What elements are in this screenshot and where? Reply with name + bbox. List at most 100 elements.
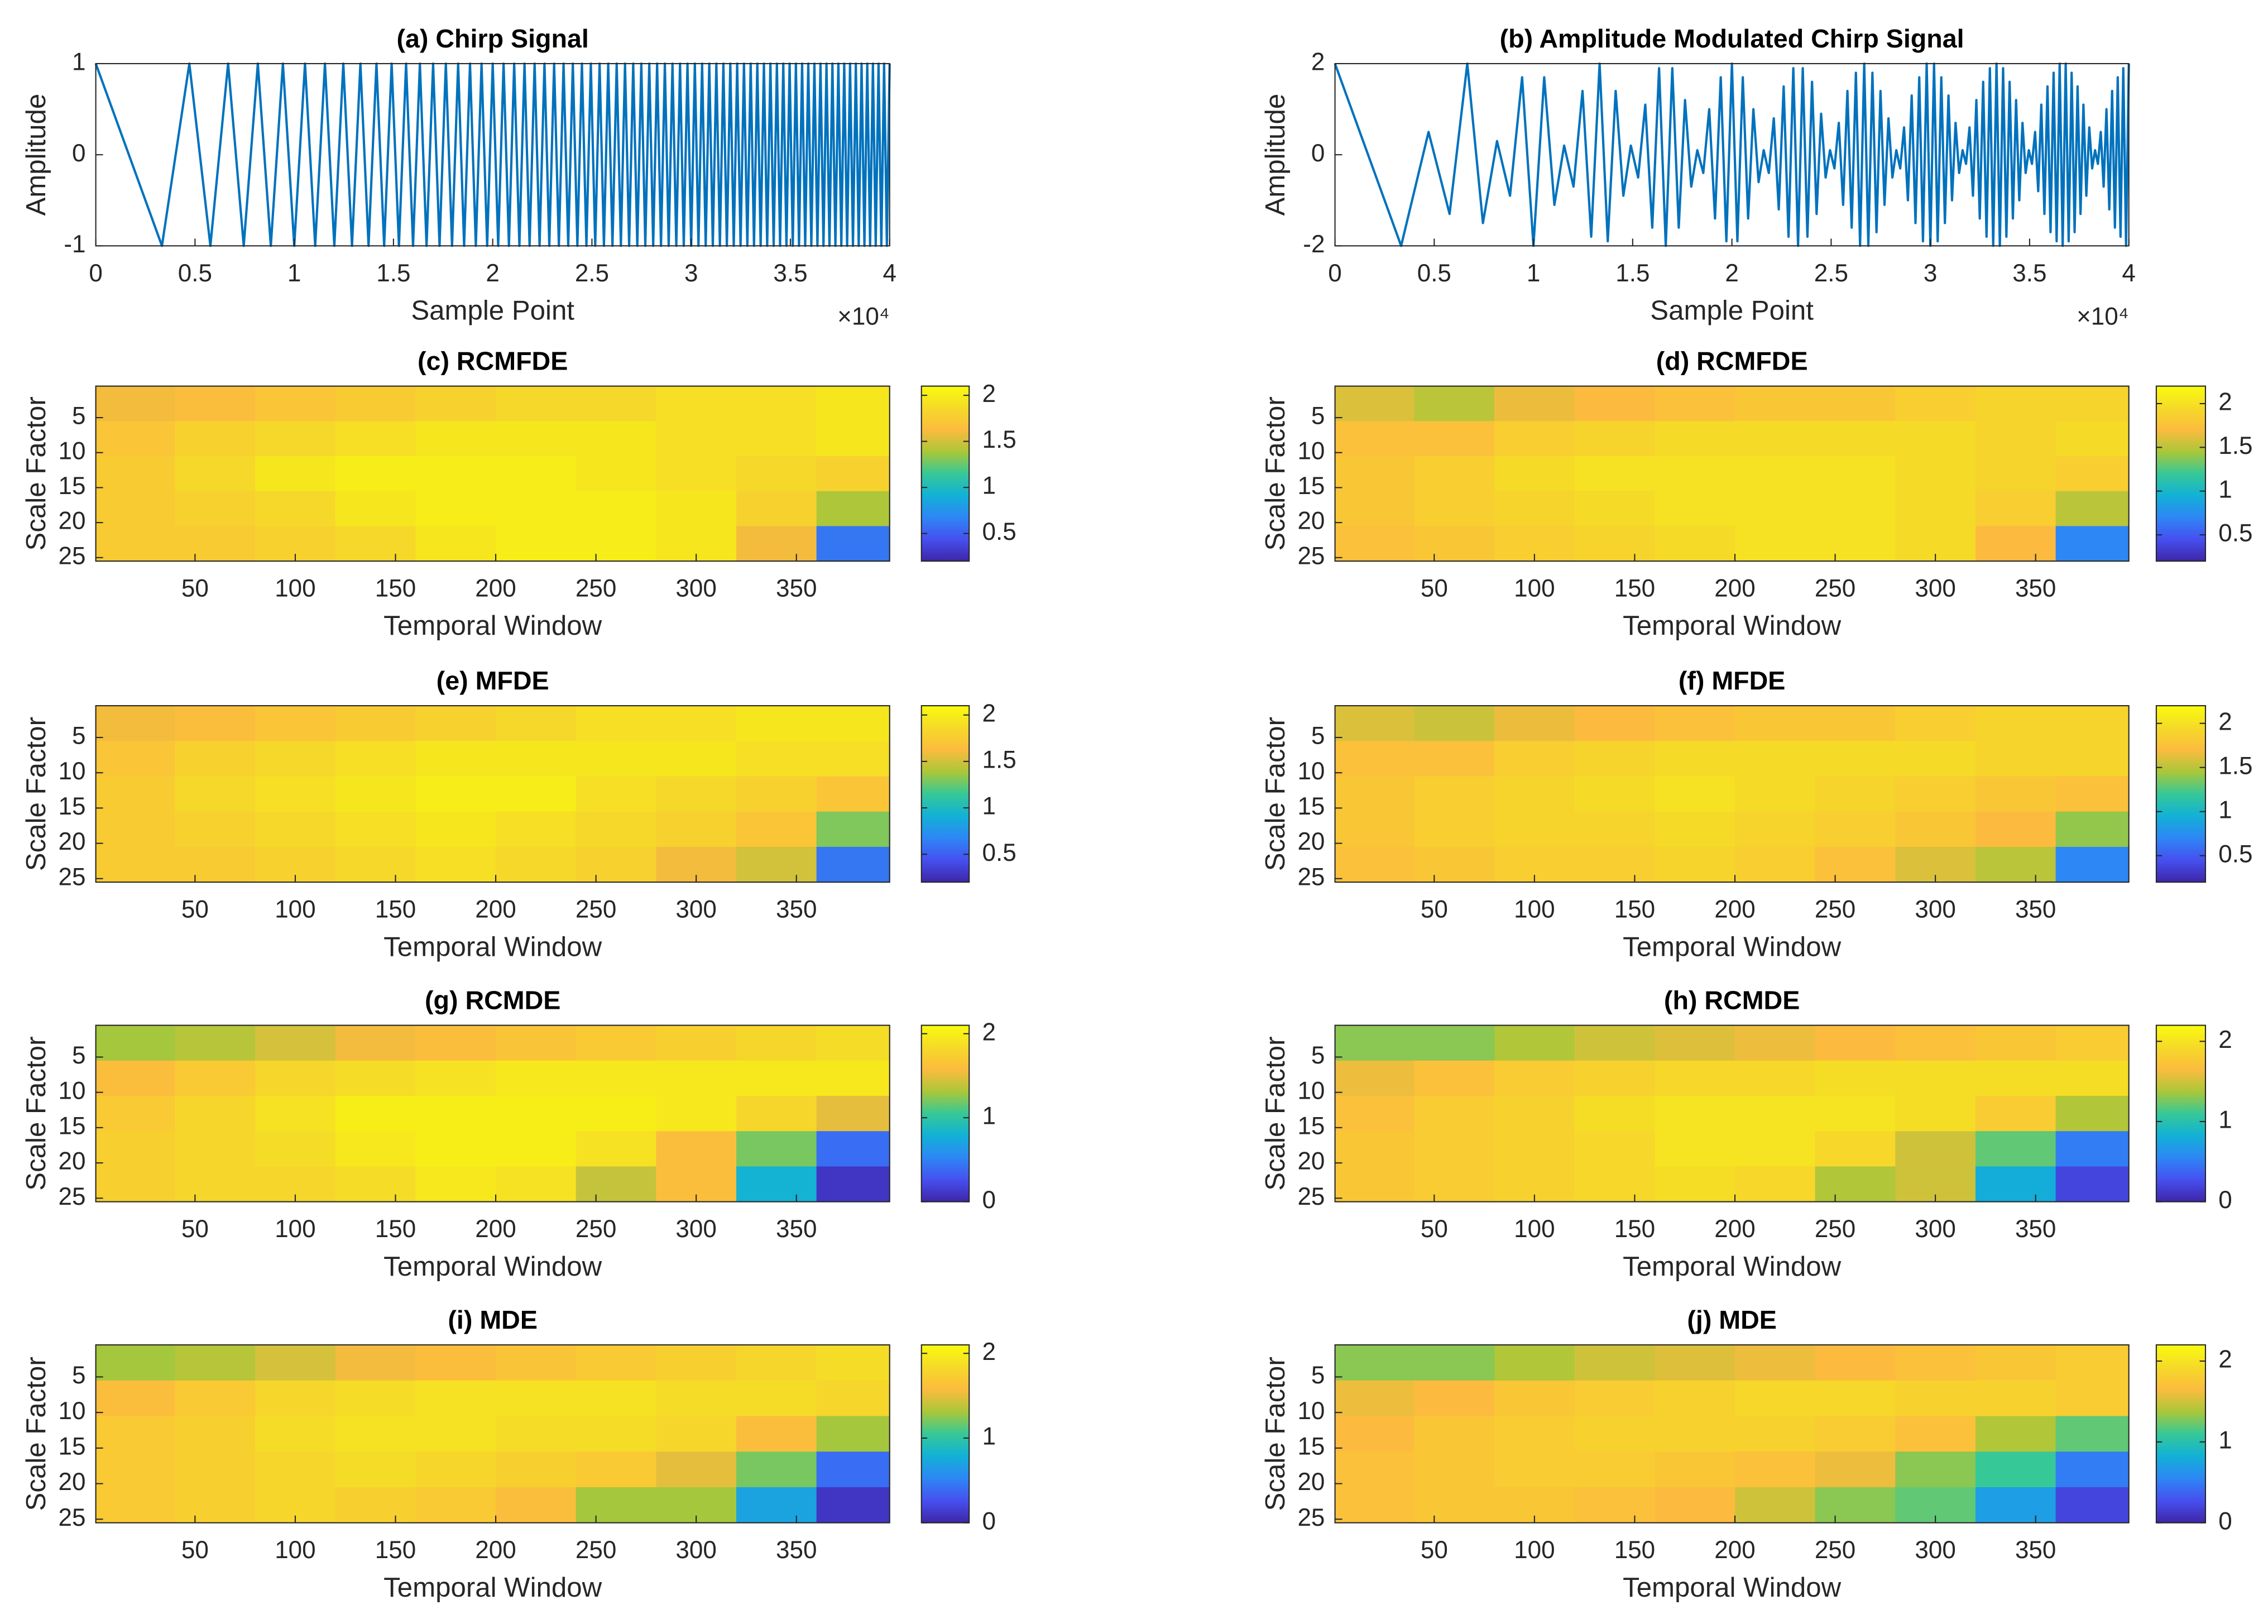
colorbar-tick-label: 2 bbox=[982, 700, 996, 727]
heat-cell bbox=[1895, 1451, 1976, 1488]
x-tick-label: 0 bbox=[89, 260, 102, 287]
axes-frame bbox=[1334, 705, 2130, 883]
heat-cell bbox=[1895, 1060, 1976, 1096]
heat-cell bbox=[1975, 706, 2056, 742]
heat-cell bbox=[1655, 706, 1735, 742]
colorbar-tick-label: 1 bbox=[982, 1103, 996, 1130]
heat-cell bbox=[1975, 846, 2056, 883]
heat-cell bbox=[496, 846, 577, 883]
heat-cell bbox=[1975, 1451, 2056, 1488]
heat-cell bbox=[415, 1166, 496, 1203]
chart-title: (c) RCMFDE bbox=[418, 346, 568, 375]
heat-cell bbox=[1574, 1166, 1656, 1203]
heat-cell bbox=[1414, 741, 1495, 777]
heat-cell bbox=[1815, 1060, 1896, 1096]
heat-cell bbox=[175, 1166, 256, 1203]
heat-cell bbox=[576, 386, 657, 422]
heat-cell bbox=[335, 706, 416, 742]
heat-cell bbox=[1975, 526, 2056, 562]
heat-cell bbox=[1735, 386, 1816, 422]
x-axis-label: Temporal Window bbox=[1623, 1572, 1841, 1603]
heat-cell bbox=[1414, 421, 1495, 457]
heat-cell bbox=[175, 526, 256, 562]
heat-cell bbox=[576, 1345, 657, 1381]
heat-cell bbox=[1655, 491, 1735, 527]
colorbar-tick-label: 1 bbox=[2218, 1426, 2232, 1454]
y-tick-label: 15 bbox=[1297, 472, 1325, 500]
x-tick-label: 150 bbox=[1614, 1536, 1655, 1564]
x-tick-label: 200 bbox=[1714, 896, 1755, 923]
heat-cell bbox=[1335, 421, 1415, 457]
heat-cell bbox=[1494, 1060, 1575, 1096]
colorbar-tick-label: 2 bbox=[2218, 389, 2232, 416]
colorbar-tick-label: 1.5 bbox=[2218, 432, 2252, 459]
heat-cell bbox=[1574, 1060, 1656, 1096]
heat-cell bbox=[1655, 421, 1735, 457]
x-axis-label: Temporal Window bbox=[383, 1572, 602, 1603]
heat-cell bbox=[496, 1025, 577, 1061]
y-tick-label: 20 bbox=[1297, 828, 1325, 855]
heat-cell bbox=[1895, 1380, 1976, 1417]
heat-cell bbox=[736, 1345, 817, 1381]
x-tick-label: 200 bbox=[475, 1215, 516, 1243]
x-tick-label: 200 bbox=[475, 575, 516, 602]
heat-cell bbox=[95, 1487, 176, 1524]
signal-line bbox=[94, 62, 891, 247]
heat-cell bbox=[255, 1060, 336, 1096]
heat-cell bbox=[255, 1416, 336, 1453]
heat-cell bbox=[576, 811, 657, 847]
heat-cell bbox=[656, 1380, 737, 1417]
x-axis-label: Temporal Window bbox=[383, 610, 602, 641]
y-axis-label: Scale Factor bbox=[21, 1357, 51, 1511]
x-tick-label: 3 bbox=[1924, 260, 1937, 287]
heat-cell bbox=[1655, 1025, 1735, 1061]
x-tick-label: 350 bbox=[2015, 575, 2056, 602]
heat-cell bbox=[576, 1025, 657, 1061]
y-tick-label: 10 bbox=[1297, 437, 1325, 464]
heat-cell bbox=[1414, 1345, 1495, 1381]
x-tick-label: 150 bbox=[375, 896, 416, 923]
colorbar bbox=[921, 1345, 970, 1523]
x-tick-label: 200 bbox=[475, 1536, 516, 1564]
heat-cell bbox=[496, 1345, 577, 1381]
x-tick-label: 2.5 bbox=[575, 260, 609, 287]
heat-cell bbox=[736, 1131, 817, 1167]
heat-cell bbox=[1335, 1380, 1415, 1417]
heat-cell bbox=[1414, 491, 1495, 527]
heat-cell bbox=[335, 1451, 416, 1488]
heat-cell bbox=[1895, 386, 1976, 422]
heat-cell bbox=[496, 1487, 577, 1524]
heat-cell bbox=[1335, 706, 1415, 742]
y-tick-label: 15 bbox=[1297, 793, 1325, 820]
x-axis-label: Temporal Window bbox=[1623, 610, 1841, 641]
heat-cell bbox=[1655, 1451, 1735, 1488]
heat-cell bbox=[1655, 526, 1735, 562]
heat-cell bbox=[335, 456, 416, 492]
heat-cell bbox=[656, 491, 737, 527]
heat-cell bbox=[1335, 1416, 1415, 1453]
colorbar-tick-label: 1 bbox=[2218, 1106, 2232, 1134]
x-tick-label: 300 bbox=[675, 896, 716, 923]
axes-frame bbox=[95, 385, 890, 562]
y-axis-label: Scale Factor bbox=[1260, 396, 1291, 550]
heat-cell bbox=[736, 421, 817, 457]
x-axis-label: Sample Point bbox=[411, 295, 574, 326]
heat-cell bbox=[1895, 1131, 1976, 1167]
heat-cell bbox=[335, 526, 416, 562]
y-tick-label: 25 bbox=[59, 1504, 86, 1531]
y-axis-label: Amplitude bbox=[21, 94, 51, 216]
x-tick-label: 350 bbox=[2015, 1536, 2056, 1564]
heat-cell bbox=[415, 811, 496, 847]
heat-cell bbox=[1895, 1416, 1976, 1453]
heat-cell bbox=[576, 741, 657, 777]
heat-cell bbox=[736, 1380, 817, 1417]
y-tick-label: 20 bbox=[59, 507, 86, 535]
x-tick-label: 200 bbox=[1714, 1536, 1755, 1564]
heat-cell bbox=[415, 1025, 496, 1061]
heat-cell bbox=[736, 1025, 817, 1061]
x-tick-label: 2 bbox=[1725, 260, 1738, 287]
y-axis-label: Scale Factor bbox=[21, 1036, 51, 1190]
y-tick-label: 25 bbox=[1297, 1183, 1325, 1210]
